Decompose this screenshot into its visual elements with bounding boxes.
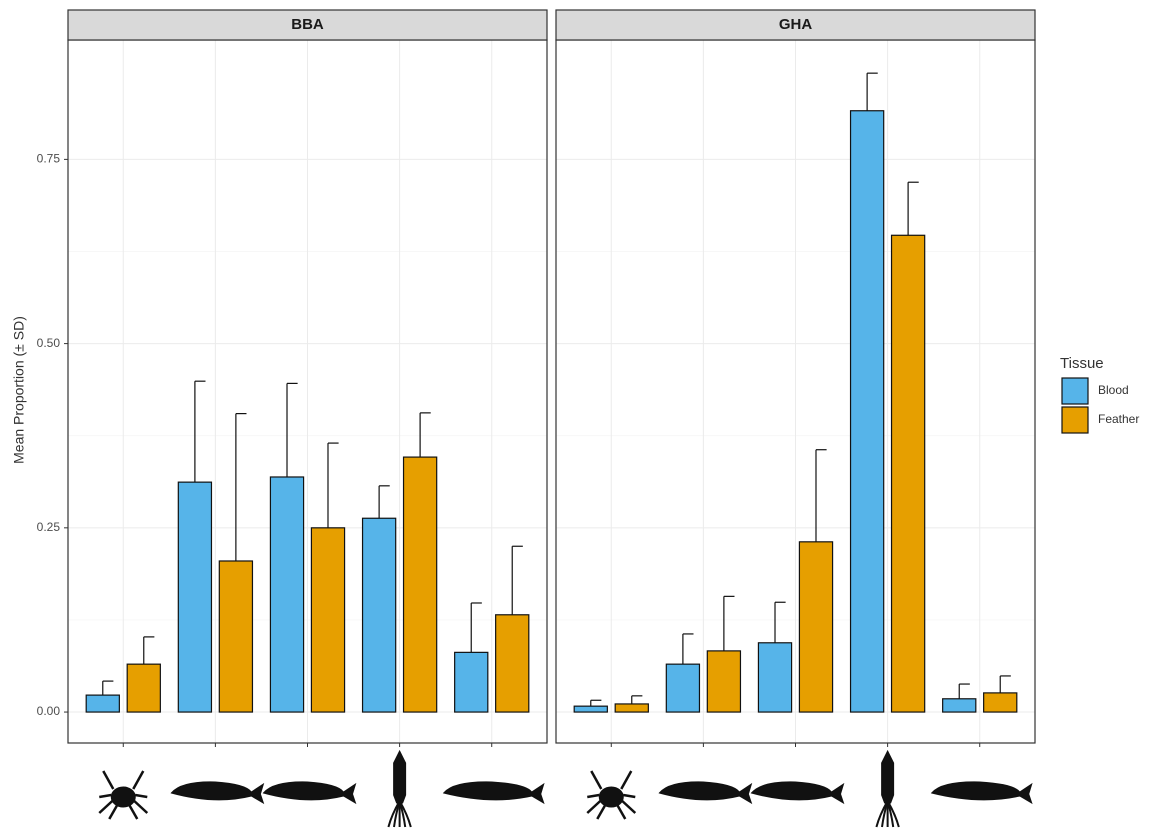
icon-leg [133,771,143,789]
category-icon [659,782,751,803]
icon-leg [622,801,635,813]
bar [311,528,344,712]
bar [455,652,488,712]
icon-leg [587,795,599,797]
category-icon [876,751,898,827]
icon-leg [134,801,147,813]
icon-leg [103,771,113,789]
y-tick-label: 0.00 [37,704,61,718]
icon-body [444,782,544,803]
bar [404,457,437,712]
bar [270,477,303,712]
icon-body [264,782,356,803]
strip-title: GHA [779,16,813,33]
icon-leg [109,805,117,819]
icon-leg [135,795,147,797]
y-tick-label: 0.50 [37,336,61,350]
icon-leg [591,771,601,789]
icon-body [394,751,406,803]
icon-body [932,782,1032,803]
chart: Mean Proportion (± SD) Tissue 0.00 0.25 0.… [0,0,1150,829]
icon-leg [617,805,625,819]
icon-body [599,787,623,807]
bar [127,664,160,712]
icon-leg [129,805,137,819]
bar [758,643,791,712]
icon-leg [623,795,635,797]
icon-leg [597,805,605,819]
strip-title: BBA [291,16,324,33]
bar [892,235,925,712]
icon-leg [587,801,600,813]
category-icon [99,771,147,819]
bar [943,699,976,712]
legend-label: Feather [1098,412,1139,426]
bar [178,482,211,712]
y-tick-label: 0.25 [37,520,61,534]
category-icon [264,782,356,803]
bar [851,111,884,712]
bar [615,704,648,712]
icon-leg [621,771,631,789]
icon-body [111,787,135,807]
legend-label: Blood [1098,383,1129,397]
bar [666,664,699,712]
y-axis-label: Mean Proportion (± SD) [11,316,27,464]
bar [86,695,119,712]
category-icon [171,782,263,803]
y-tick-label: 0.75 [37,152,61,166]
category-icon [388,751,410,827]
category-icon [444,782,544,803]
category-icon [752,782,844,803]
icon-body [752,782,844,803]
icon-leg [99,795,111,797]
icon-body [171,782,263,803]
icon-body [882,751,894,803]
bar [496,615,529,712]
legend-key [1062,378,1088,404]
legend-key [1062,407,1088,433]
category-icon [932,782,1032,803]
bar [799,542,832,712]
category-icon [587,771,635,819]
bar [574,706,607,712]
legend-title: Tissue [1060,355,1104,372]
bar [707,651,740,712]
icon-leg [99,801,112,813]
bar [363,518,396,712]
icon-body [659,782,751,803]
bar [984,693,1017,712]
bar [219,561,252,712]
